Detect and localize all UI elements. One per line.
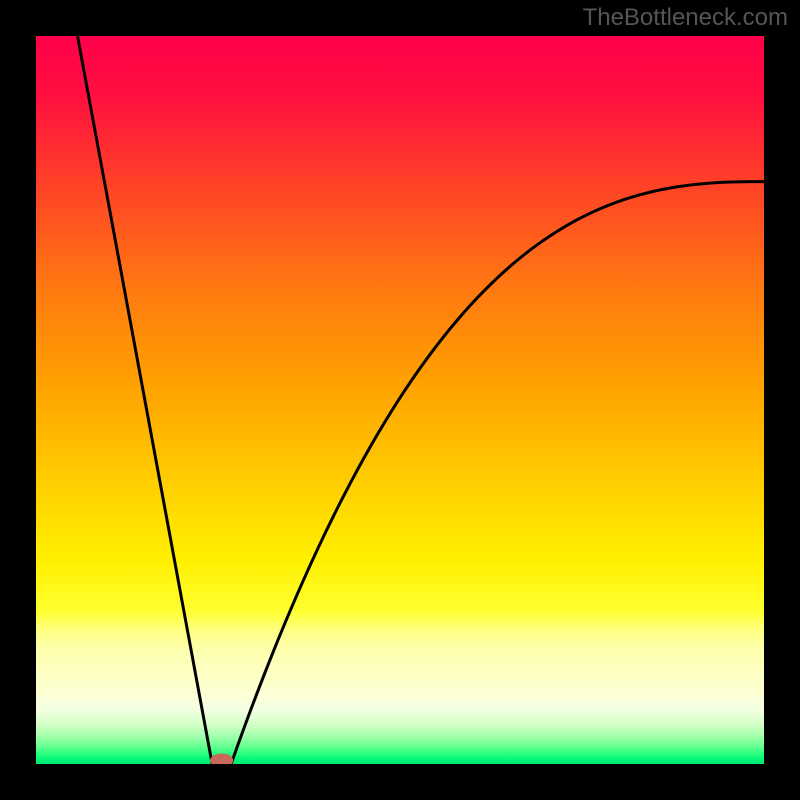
plot-area <box>36 36 764 764</box>
watermark-text: TheBottleneck.com <box>583 4 788 32</box>
plot-svg <box>36 36 764 764</box>
